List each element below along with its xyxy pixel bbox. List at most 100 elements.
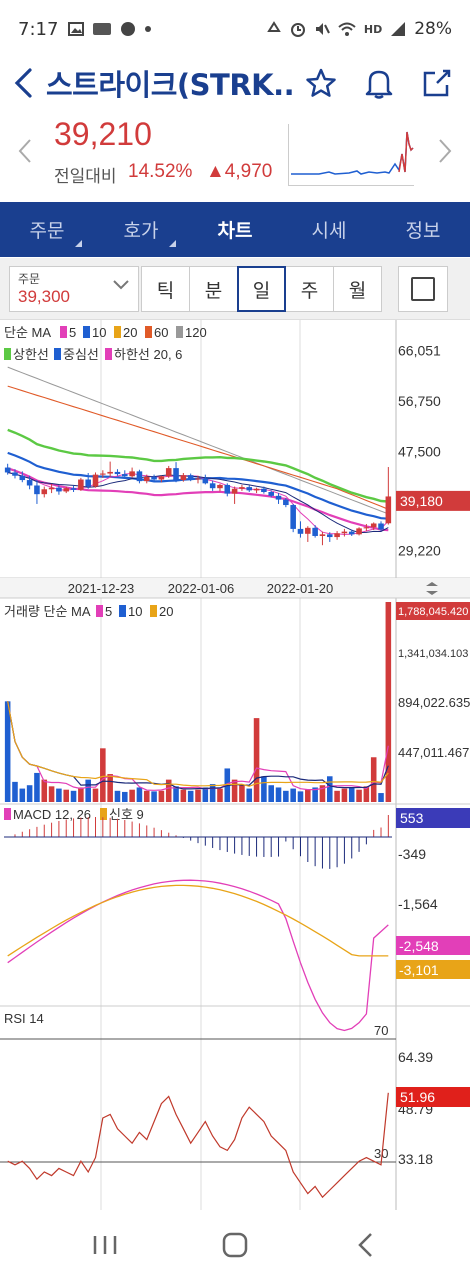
candle [253,488,260,491]
prev-stock-icon[interactable] [18,138,32,164]
period-minute[interactable]: 분 [189,266,238,312]
legend-swatch [60,326,67,338]
candle [195,478,201,480]
ma-legend-period: 120 [185,325,207,340]
volume-bar [217,788,223,802]
home-button[interactable] [205,1220,265,1270]
tab-quote[interactable]: 호가 [94,202,188,257]
share-button[interactable] [420,66,454,100]
star-icon [306,68,336,97]
macd-tick-label: -349 [398,846,426,862]
recent-apps-button[interactable] [75,1220,135,1270]
candle [268,492,274,496]
volume-bar [239,785,245,802]
tab-chart[interactable]: 차트 [217,220,253,242]
macd-legend-label: MACD 12, 26 [13,807,91,822]
macd-signal-value: -3,101 [399,962,439,978]
change-percent: 14.52% [128,161,193,182]
tab-menu-indicator [75,240,82,247]
date-tick-label: 2022-01-20 [267,581,334,596]
order-label: 주문 [18,272,41,286]
panel-resize-icon[interactable] [426,582,438,595]
price-tick-label: 56,750 [398,393,441,409]
volume-bar [143,790,150,802]
candle [63,488,70,492]
volume-bar [378,793,384,802]
macd-tick-label: -1,564 [398,896,438,912]
alert-button[interactable] [362,66,396,100]
period-week[interactable]: 주 [285,266,334,312]
volume-bar [63,789,70,802]
ma-legend-period: 60 [154,325,168,340]
ma-legend-period: 5 [69,325,76,340]
tab-info[interactable]: 정보 [405,220,441,242]
ma120-line [7,366,389,515]
volume-bar [4,701,11,802]
rsi-tick-label: 33.18 [398,1151,433,1167]
next-stock-icon[interactable] [438,138,452,164]
volume-bar [312,787,318,802]
legend-swatch [83,326,90,338]
candle [26,480,33,486]
chart-svg: 단순 MA 5 10 20 60 120 상한선 중심선 하한선 20, 6 66,051 56,7… [0,320,470,1210]
candle [363,527,370,529]
price-summary: 39,210 전일대비 14.52% ▲4,970 [0,110,470,200]
volume-bar [26,785,33,802]
volume-bar [151,791,157,802]
candle [122,474,128,477]
legend-swatch [105,348,112,360]
order-value: 39,300 [18,287,70,306]
volume-bar [129,789,135,802]
alarm-icon [290,23,305,37]
candle [319,534,326,536]
volume-bar [231,779,238,802]
candle [290,505,296,529]
candle [34,485,40,495]
legend-swatch [100,808,107,820]
tab-market[interactable]: 시세 [311,220,347,242]
period-day[interactable]: 일 [237,266,286,312]
envelope-middle-label: 중심선 [63,347,99,362]
volume-bar [253,718,260,802]
order-price-select[interactable]: 주문 39,300 [9,266,139,312]
current-price: 39,210 [54,116,152,152]
macd-current-label: 553 [400,810,424,826]
app-header: 스트라이크(STRK... [0,58,470,108]
volume-bar [334,790,340,802]
favorite-button[interactable] [304,66,338,100]
signal-icon [391,22,406,36]
volume-bar [12,781,18,802]
volume-bar [114,790,121,802]
chevron-left-icon [14,68,32,98]
candle [56,487,62,492]
volume-bar [48,786,55,802]
share-icon [423,69,451,97]
legend-swatch [4,808,11,820]
date-tick-label: 2021-12-23 [68,581,135,596]
legend-swatch [119,605,126,617]
rsi-tick-label: 64.39 [398,1049,433,1065]
tab-order[interactable]: 주문 [0,202,94,257]
chart-option-button[interactable] [398,266,448,312]
candle [378,523,384,530]
candle [92,474,99,487]
macd-signal-marker [396,936,470,955]
period-tick[interactable]: 틱 [141,266,190,312]
chart-area[interactable]: 단순 MA 5 10 20 60 120 상한선 중심선 하한선 20, 6 66,051 56,7… [0,320,470,1210]
ma-legend-period: 10 [92,325,106,340]
volume-bar [275,787,282,802]
system-back-button[interactable] [335,1220,395,1270]
date-tick-label: 2022-01-06 [168,581,235,596]
rsi-line [7,1092,389,1199]
system-nav-bar [0,1210,470,1280]
period-month[interactable]: 월 [333,266,382,312]
envelope-lower-label: 하한선 20, 6 [114,347,182,362]
candle [348,531,355,535]
candle [341,531,348,534]
volume-bar [348,787,355,802]
ma-legend-label: 단순 MA [4,325,51,340]
back-button[interactable] [0,58,46,108]
change-amount: ▲4,970 [206,161,273,182]
battery-level: 28% [414,19,452,39]
